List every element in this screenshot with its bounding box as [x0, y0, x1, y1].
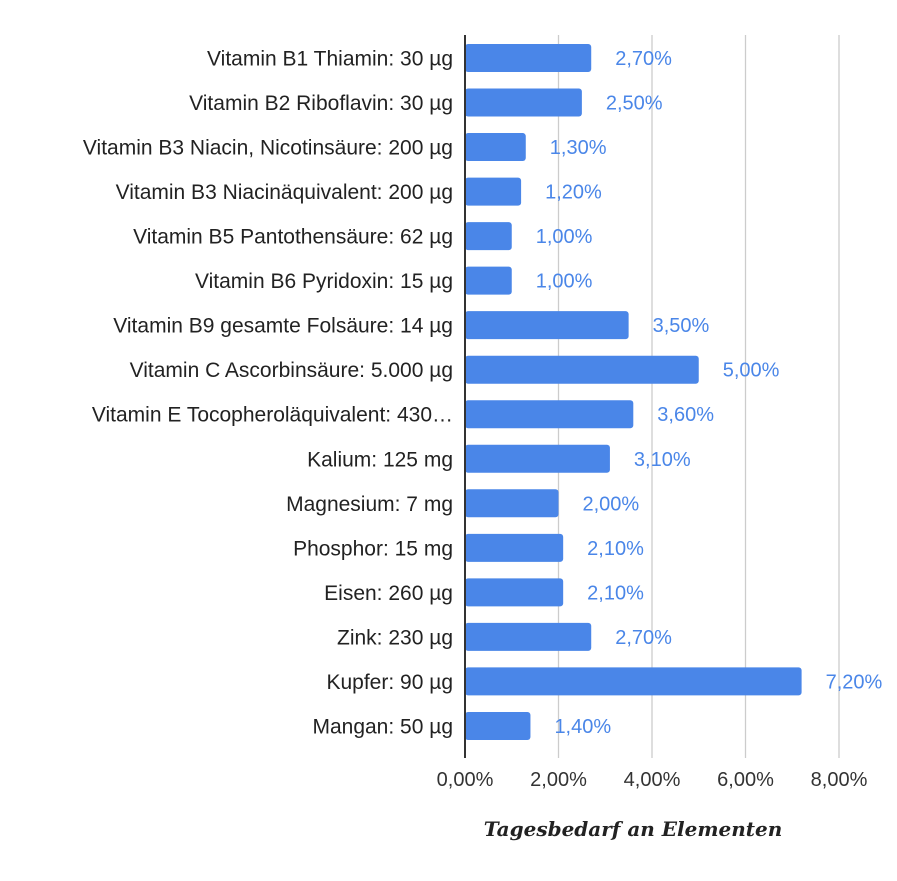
bar — [465, 444, 610, 473]
category-label: Zink: 230 µg — [337, 626, 453, 649]
data-label: 2,70% — [615, 48, 672, 70]
x-tick-label: 6,00% — [717, 769, 774, 791]
category-label: Mangan: 50 µg — [312, 715, 453, 738]
bar — [465, 177, 522, 206]
bar — [465, 400, 634, 429]
data-label: 2,10% — [587, 538, 644, 560]
data-label: 3,50% — [653, 315, 710, 337]
bar — [465, 533, 564, 562]
data-label: 1,00% — [536, 271, 593, 293]
data-label: 3,10% — [634, 449, 691, 471]
data-label: 2,70% — [615, 627, 672, 649]
category-label: Vitamin C Ascorbinsäure: 5.000 µg — [130, 359, 453, 382]
data-label: 1,00% — [536, 226, 593, 248]
data-label: 7,20% — [826, 671, 883, 693]
data-label: 2,50% — [606, 93, 663, 115]
category-label: Vitamin B6 Pyridoxin: 15 µg — [195, 270, 453, 293]
x-tick-label: 8,00% — [811, 769, 868, 791]
data-label: 3,60% — [657, 404, 714, 426]
category-label: Vitamin B9 gesamte Folsäure: 14 µg — [113, 315, 453, 338]
data-label: 2,00% — [583, 493, 640, 515]
bar — [465, 88, 582, 117]
category-label: Vitamin B5 Pantothensäure: 62 µg — [133, 226, 453, 249]
bar — [465, 667, 802, 696]
data-label: 2,10% — [587, 582, 644, 604]
data-label: 1,30% — [550, 137, 607, 159]
x-tick-label: 4,00% — [624, 769, 681, 791]
bar — [465, 222, 512, 251]
data-label: 5,00% — [723, 360, 780, 382]
category-label: Magnesium: 7 mg — [286, 493, 453, 516]
x-tick-label: 2,00% — [530, 769, 587, 791]
category-label: Vitamin B2 Riboflavin: 30 µg — [189, 92, 453, 115]
category-label: Vitamin B3 Niacin, Nicotinsäure: 200 µg — [83, 137, 453, 160]
data-label: 1,40% — [554, 716, 611, 738]
category-label: Eisen: 260 µg — [324, 582, 453, 605]
category-label: Kupfer: 90 µg — [326, 671, 453, 694]
category-label: Kalium: 125 mg — [307, 448, 453, 471]
bars — [465, 44, 802, 740]
bar — [465, 622, 592, 651]
category-label: Vitamin E Tocopheroläquivalent: 430… — [92, 404, 453, 427]
bar — [465, 133, 526, 162]
bar — [465, 578, 564, 607]
bar — [465, 266, 512, 295]
bar — [465, 489, 559, 518]
category-label: Vitamin B1 Thiamin: 30 µg — [207, 48, 453, 71]
category-label: Vitamin B3 Niacinäquivalent: 200 µg — [116, 181, 453, 204]
x-axis-title: Tagesbedarf an Elementen — [484, 817, 783, 841]
data-label: 1,20% — [545, 182, 602, 204]
bar — [465, 311, 629, 340]
bar — [465, 44, 592, 72]
bar — [465, 711, 531, 740]
bar — [465, 355, 699, 384]
category-label: Phosphor: 15 mg — [293, 537, 453, 560]
labels: 0,00% 2,00% 4,00% 6,00% 8,00% Vitamin B1 Thia… — [83, 48, 883, 792]
x-tick-label: 0,00% — [437, 769, 494, 791]
